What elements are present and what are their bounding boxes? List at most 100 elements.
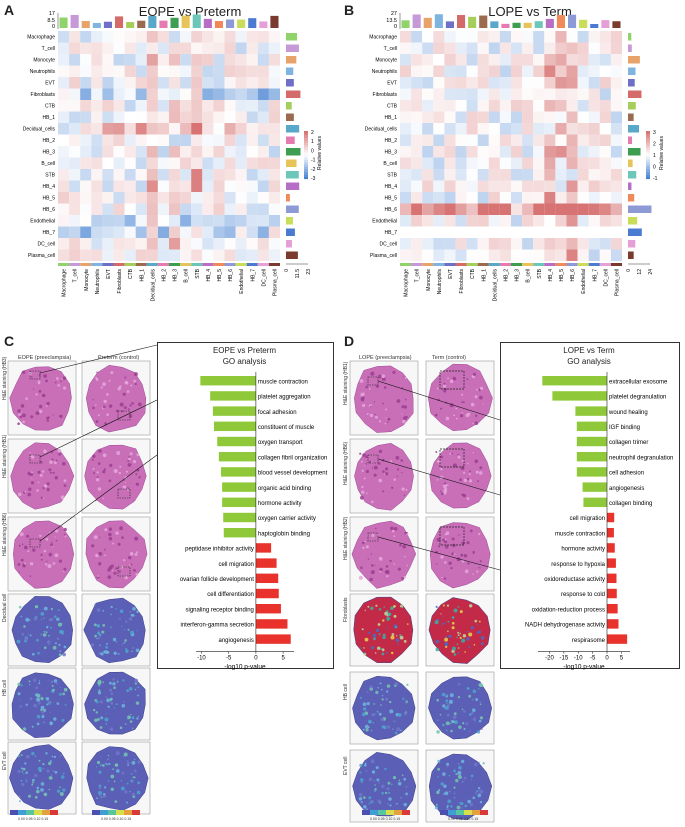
col-color-strip xyxy=(157,263,169,266)
col-label: HB_6 xyxy=(570,269,576,282)
heatmap-cell xyxy=(157,180,169,192)
row-label: Monocyte xyxy=(33,57,55,63)
c-he-eope-0-speck xyxy=(57,384,61,387)
c-he-preterm-1-speck xyxy=(119,465,122,468)
d-spatial-lope-1-speck xyxy=(380,717,384,722)
d-spatial-term-2-speck xyxy=(460,801,464,806)
d-spatial-term-2-speck xyxy=(467,799,472,804)
heatmap-cell xyxy=(577,134,589,146)
c-spatial-eope-2-speck xyxy=(32,778,35,782)
heatmap-cell xyxy=(135,100,147,112)
d-he-lope-0-speck xyxy=(384,422,387,425)
heatmap-cell xyxy=(522,65,534,77)
d-spatial-lope-0-speck xyxy=(393,605,396,608)
heatmap-cell xyxy=(522,146,534,158)
row-label: Monocyte xyxy=(375,57,397,63)
c-he-preterm-0-speck xyxy=(108,404,113,408)
heatmap-cell xyxy=(577,192,589,204)
heatmap-cell xyxy=(488,77,500,89)
c-he-eope-2-speck xyxy=(49,531,51,533)
c-connector-line xyxy=(39,344,158,374)
c-spatial-preterm-1-speck xyxy=(131,716,135,720)
c-he-eope-0-speck xyxy=(17,409,22,413)
d-he-term-2-speck xyxy=(472,550,475,554)
d-spatial-lope-2-speck xyxy=(405,792,408,796)
heatmap-cell xyxy=(191,88,203,100)
c-he-eope-2-speck xyxy=(40,553,43,557)
heatmap-cell xyxy=(235,169,247,181)
heatmap-cell xyxy=(246,249,258,261)
c-connector-line xyxy=(39,454,158,542)
heatmap-cell xyxy=(555,31,567,43)
c-he-preterm-1-speck xyxy=(108,479,112,483)
col-color-strip xyxy=(69,263,81,266)
c-he-preterm-2-speck xyxy=(112,542,115,545)
c-he-preterm-1-speck xyxy=(97,462,101,465)
d-he-lope-1-speck xyxy=(359,452,362,455)
c-he-preterm-0-speck xyxy=(128,414,133,418)
top-bar xyxy=(412,14,421,28)
d-spatial-term-1-speck xyxy=(437,719,440,722)
heatmap-cell xyxy=(146,77,158,89)
d-he-term-2-speck xyxy=(453,553,456,555)
d-spatial-lope-2-speck xyxy=(371,770,376,774)
d-spatial-lope-2-speck xyxy=(374,788,377,791)
d-spatial-lope-1-speck xyxy=(377,687,380,689)
c-spatial-eope-1-speck xyxy=(49,711,51,714)
col-color-strip xyxy=(422,263,434,266)
c-spatial-eope-2-speck xyxy=(45,752,48,755)
heatmap-cell xyxy=(169,180,181,192)
c-spatial-eope-2-speck xyxy=(37,766,42,771)
d-spatial-term-1-speck xyxy=(445,721,450,726)
go-bar xyxy=(223,528,256,538)
c-spatial-eope-1-speck xyxy=(35,693,39,697)
heatmap-cell xyxy=(588,157,600,169)
col-color-strip xyxy=(246,263,258,266)
heatmap-cell xyxy=(511,134,523,146)
heatmap-cell xyxy=(180,238,192,250)
d-spatial-term-0-speck xyxy=(469,604,473,608)
heatmap-cell xyxy=(411,157,423,169)
c-spatial-eope-2-speck xyxy=(56,789,61,793)
heatmap-cell xyxy=(544,111,556,123)
heatmap-cell xyxy=(499,169,511,181)
d-spatial-term-2-speck xyxy=(458,802,461,804)
d-spatial-lope-1-speck xyxy=(364,724,369,729)
heatmap-cell xyxy=(191,203,203,215)
legend-swatch xyxy=(646,152,650,156)
d-spatial-term-0-speck xyxy=(435,647,439,652)
heatmap-cell xyxy=(268,157,280,169)
c-he-eope-2-speck xyxy=(54,553,59,558)
d-colorbar-swatch xyxy=(378,810,386,815)
heatmap-cell xyxy=(400,180,412,192)
d-he-term-2-speck xyxy=(441,536,443,539)
d-spatial-lope-0-speck xyxy=(399,635,404,640)
legend-swatch xyxy=(304,147,308,151)
d-spatial-term-1-speck xyxy=(481,728,483,730)
heatmap-cell xyxy=(522,88,534,100)
go-bar xyxy=(576,436,607,447)
col-color-strip xyxy=(169,263,181,266)
heatmap-cell xyxy=(235,54,247,66)
heatmap-cell xyxy=(257,134,269,146)
c-he-eope-0-speck xyxy=(56,377,59,380)
c-spatial-eope-0-speck xyxy=(29,634,32,637)
c-he-eope-0-speck xyxy=(46,405,48,407)
d-he-term-0-speck xyxy=(474,421,479,426)
c-spatial-eope-2-speck xyxy=(42,763,45,766)
go-term-label: blood vessel development xyxy=(258,471,328,477)
c-he-preterm-2-speck xyxy=(104,548,106,551)
d-spatial-term-2-speck xyxy=(446,806,449,809)
d-spatial-term-1-speck xyxy=(439,713,442,716)
go-x-tick-label: 5 xyxy=(281,656,285,662)
d-he-lope-2-speck xyxy=(365,545,369,549)
heatmap-cell xyxy=(58,42,70,54)
col-label: EVT xyxy=(448,269,454,279)
heatmap-cell xyxy=(455,134,467,146)
heatmap-cell xyxy=(499,134,511,146)
c-spatial-preterm-2-speck xyxy=(112,768,114,770)
c-spatial-preterm-0-speck xyxy=(102,624,106,627)
go-bar xyxy=(200,376,256,386)
c-spatial-eope-2-speck xyxy=(18,795,21,798)
heatmap-cell xyxy=(202,157,214,169)
